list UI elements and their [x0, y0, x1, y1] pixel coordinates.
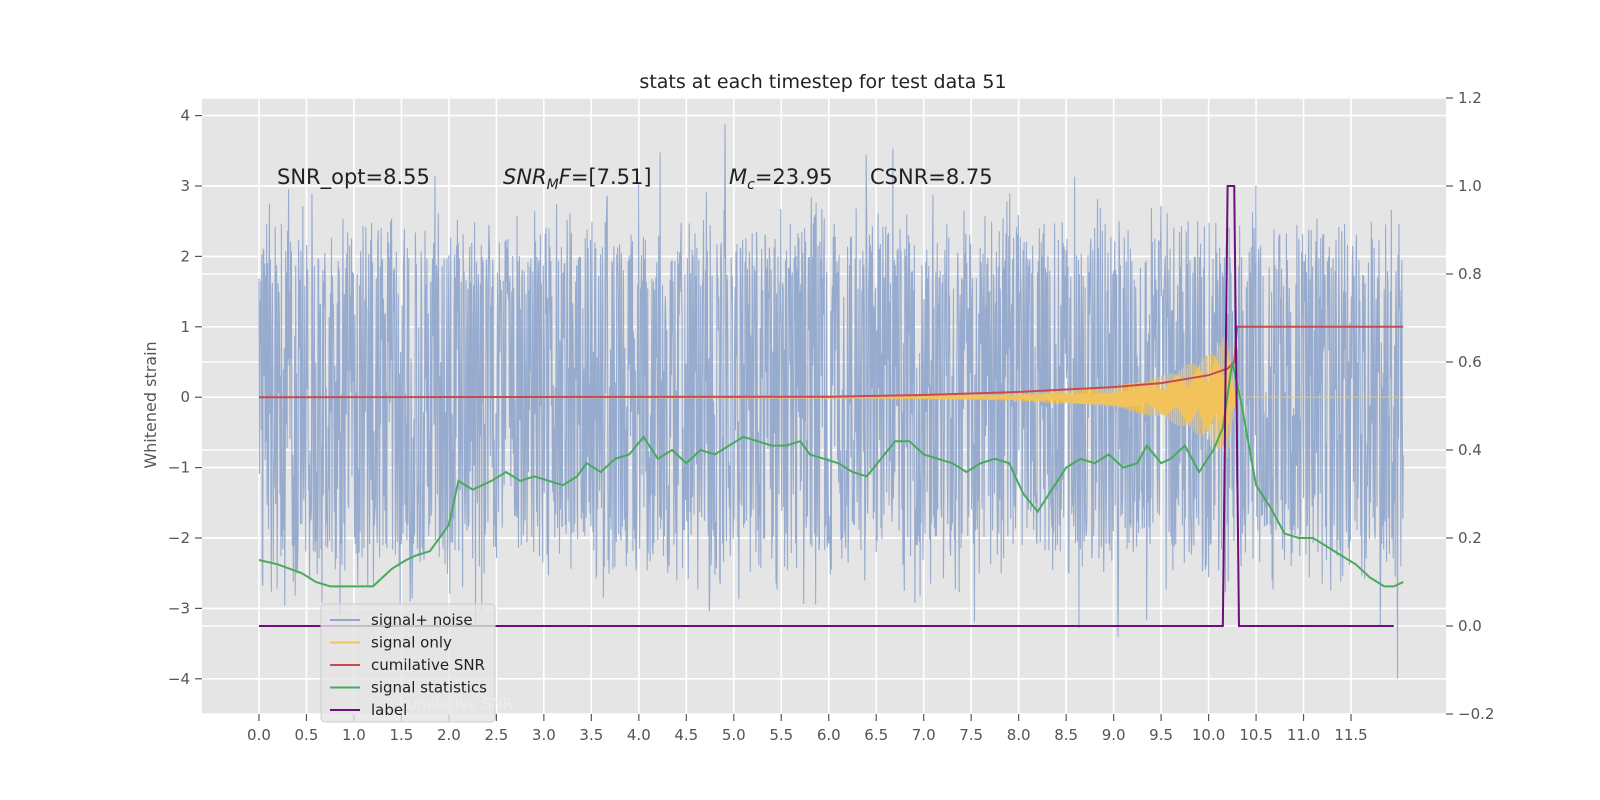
y-tick-label: 3	[180, 177, 190, 195]
y2-tick-label: 0.0	[1458, 617, 1482, 635]
x-tick-label: 5.0	[722, 726, 746, 744]
y2-tick-label: 0.2	[1458, 529, 1482, 547]
x-tick-label: 4.0	[627, 726, 651, 744]
y2-tick-label: 0.6	[1458, 353, 1482, 371]
legend-label: signal statistics	[371, 679, 487, 697]
legend-box	[320, 603, 496, 723]
x-tick-label: 2.5	[484, 726, 508, 744]
x-tick-label: 10.0	[1192, 726, 1225, 744]
x-tick-label: 0.0	[247, 726, 271, 744]
x-tick-label: 11.5	[1334, 726, 1367, 744]
y-tick-label: 0	[180, 388, 190, 406]
x-tick-label: 6.5	[864, 726, 888, 744]
annotation-mc: Mc=23.95	[729, 165, 833, 193]
y2-tick-label: 0.4	[1458, 441, 1482, 459]
series-label	[258, 185, 1394, 627]
legend: cumilative SNR signal+ noise signal only c…	[320, 603, 513, 723]
x-tick-label: 9.5	[1149, 726, 1173, 744]
x-tick-label: 1.5	[389, 726, 413, 744]
annotation-mc-base: M	[729, 165, 747, 189]
x-tick-label: 11.0	[1287, 726, 1320, 744]
y-axis-left: 4 3 2 1 0 −1 −2 −3 −4	[168, 107, 202, 688]
y-tick-label: 4	[180, 107, 190, 125]
x-tick-label: 1.0	[342, 726, 366, 744]
x-tick-label: 4.5	[674, 726, 698, 744]
annotation-snr-mf-f: F	[559, 165, 572, 189]
annotations: SNR_opt=8.55 SNRMF=[7.51] Mc=23.95 CSNR=…	[277, 165, 993, 193]
x-tick-label: 2.0	[437, 726, 461, 744]
x-tick-label: 8.5	[1054, 726, 1078, 744]
legend-ghost-text: cumilative SNR	[399, 695, 513, 713]
chart-title: stats at each timestep for test data 51	[639, 71, 1006, 93]
y2-tick-label: 1.0	[1458, 177, 1482, 195]
annotation-snr-opt: SNR_opt=8.55	[277, 165, 430, 190]
legend-label: signal only	[371, 634, 452, 652]
x-axis: 0.0 0.5 1.0 1.5 2.0 2.5 3.0 3.5 4.0 4.5 5.0 5.5 6.0 6…	[247, 714, 1368, 744]
annotation-snr-mf-rest: =[7.51]	[571, 165, 652, 189]
annotation-mc-rest: =23.95	[755, 165, 833, 189]
y2-tick-label: 1.2	[1458, 89, 1482, 107]
legend-label: label	[371, 701, 407, 719]
y2-tick-label: −0.2	[1458, 705, 1494, 723]
series-layer	[258, 124, 1404, 679]
annotation-snr-mf-sub: M	[547, 177, 559, 193]
y-axis-label: Whitened strain	[141, 341, 160, 468]
x-tick-label: 0.5	[295, 726, 319, 744]
y-tick-label: −4	[168, 670, 190, 688]
y-axis-right: 1.2 1.0 0.8 0.6 0.4 0.2 0.0 −0.2	[1446, 89, 1494, 723]
x-tick-label: 5.5	[769, 726, 793, 744]
annotation-mc-sub: c	[747, 177, 755, 193]
y-tick-label: 2	[180, 247, 190, 265]
y-tick-label: −1	[168, 459, 190, 477]
x-tick-label: 9.0	[1102, 726, 1126, 744]
x-tick-label: 3.5	[579, 726, 603, 744]
x-tick-label: 7.5	[959, 726, 983, 744]
legend-items: signal+ noise signal only cumilative SNR si…	[330, 611, 487, 719]
series-signal-statistics	[258, 361, 1404, 588]
legend-label: cumilative SNR	[371, 656, 485, 674]
y-tick-label: 1	[180, 318, 190, 336]
y2-tick-label: 0.8	[1458, 265, 1482, 283]
x-tick-label: 6.0	[817, 726, 841, 744]
annotation-snr-mf: SNRMF=[7.51]	[503, 165, 652, 193]
legend-label: signal+ noise	[371, 611, 473, 629]
annotation-csnr: CSNR=8.75	[870, 165, 993, 189]
annotation-snr-mf-base: SNR	[503, 165, 547, 189]
x-tick-label: 10.5	[1239, 726, 1272, 744]
x-tick-label: 8.0	[1007, 726, 1031, 744]
y-tick-label: −3	[168, 599, 190, 617]
x-tick-label: 7.0	[912, 726, 936, 744]
x-tick-label: 3.0	[532, 726, 556, 744]
y-tick-label: −2	[168, 529, 190, 547]
